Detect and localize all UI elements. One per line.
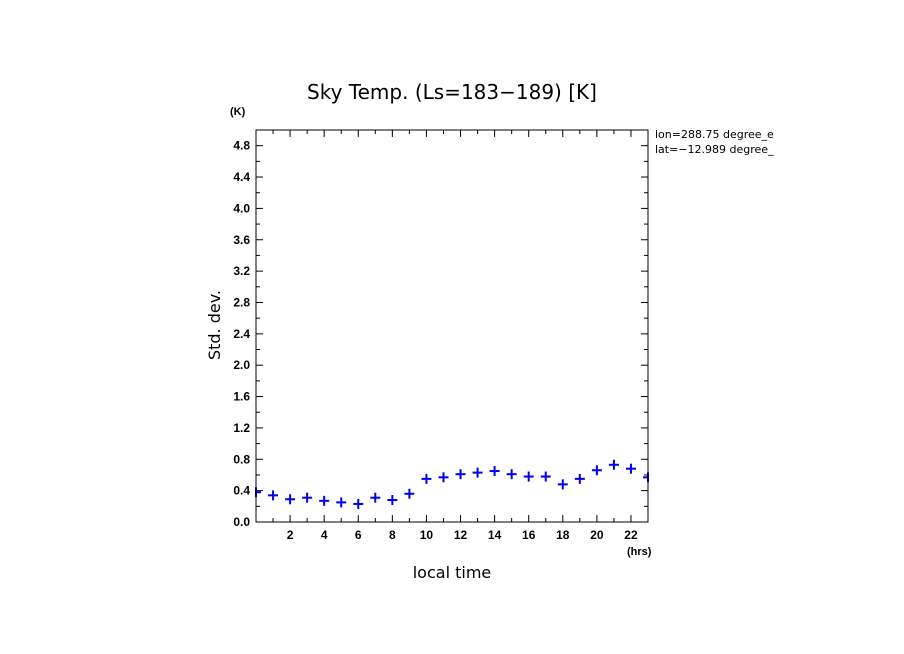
y-tick-label: 2.4 [233,327,250,341]
data-point [506,469,517,480]
x-tick-label: 16 [522,528,536,542]
y-tick-label: 4.8 [233,139,250,153]
chart-title: Sky Temp. (Ls=183−189) [K] [307,80,597,104]
data-point [643,472,649,483]
annotation-lat: lat=−12.989 degree_ [655,143,774,156]
data-point [285,494,296,505]
x-tick-label: 8 [389,528,396,542]
y-tick-label: 1.2 [233,421,250,435]
x-tick-label: 2 [287,528,294,542]
data-point [455,469,466,480]
data-point [370,492,381,503]
y-tick-label: 3.6 [233,233,250,247]
x-tick-label: 20 [590,528,604,542]
y-tick-label: 2.8 [233,295,250,309]
axis-ticks: 0.0 0.4 0.8 1.2 1.6 2.0 2.4 2.8 3.2 3.6 4.0 4.4 4.8 2… [233,129,648,542]
x-tick-label: 18 [556,528,570,542]
data-point [268,490,279,501]
data-point [523,471,534,482]
data-markers [255,459,649,509]
x-tick-label: 6 [355,528,362,542]
x-tick-label: 22 [624,528,638,542]
data-point [591,465,602,476]
data-point [438,472,449,483]
data-point [387,495,398,506]
x-tick-label: 14 [488,528,502,542]
y-tick-label: 0.8 [233,452,250,466]
y-tick-label: 0.4 [233,484,250,498]
data-point [404,488,415,499]
x-axis-label: local time [413,563,492,582]
y-unit-label: (K) [230,106,246,118]
data-point [625,463,636,474]
x-tick-label: 10 [420,528,434,542]
x-tick-label: 4 [321,528,328,542]
data-point [255,487,261,498]
data-point [319,495,330,506]
data-point [472,467,483,478]
y-tick-label: 3.2 [233,264,250,278]
y-tick-label: 1.6 [233,390,250,404]
y-tick-label: 0.0 [233,515,250,529]
y-tick-label: 4.0 [233,201,250,215]
data-point [608,459,619,470]
x-unit-label: (hrs) [627,546,652,558]
y-tick-label: 4.4 [233,170,250,184]
data-point [336,497,347,508]
data-point [302,492,313,503]
data-point [557,479,568,490]
x-tick-label: 12 [454,528,468,542]
data-point [353,498,364,509]
plot-frame [255,129,649,523]
data-point [489,466,500,477]
data-point [540,471,551,482]
y-tick-label: 2.0 [233,358,250,372]
data-point [421,473,432,484]
annotation-lon: lon=288.75 degree_e [655,128,774,141]
y-axis-label: Std. dev. [205,290,224,360]
data-point [574,473,585,484]
